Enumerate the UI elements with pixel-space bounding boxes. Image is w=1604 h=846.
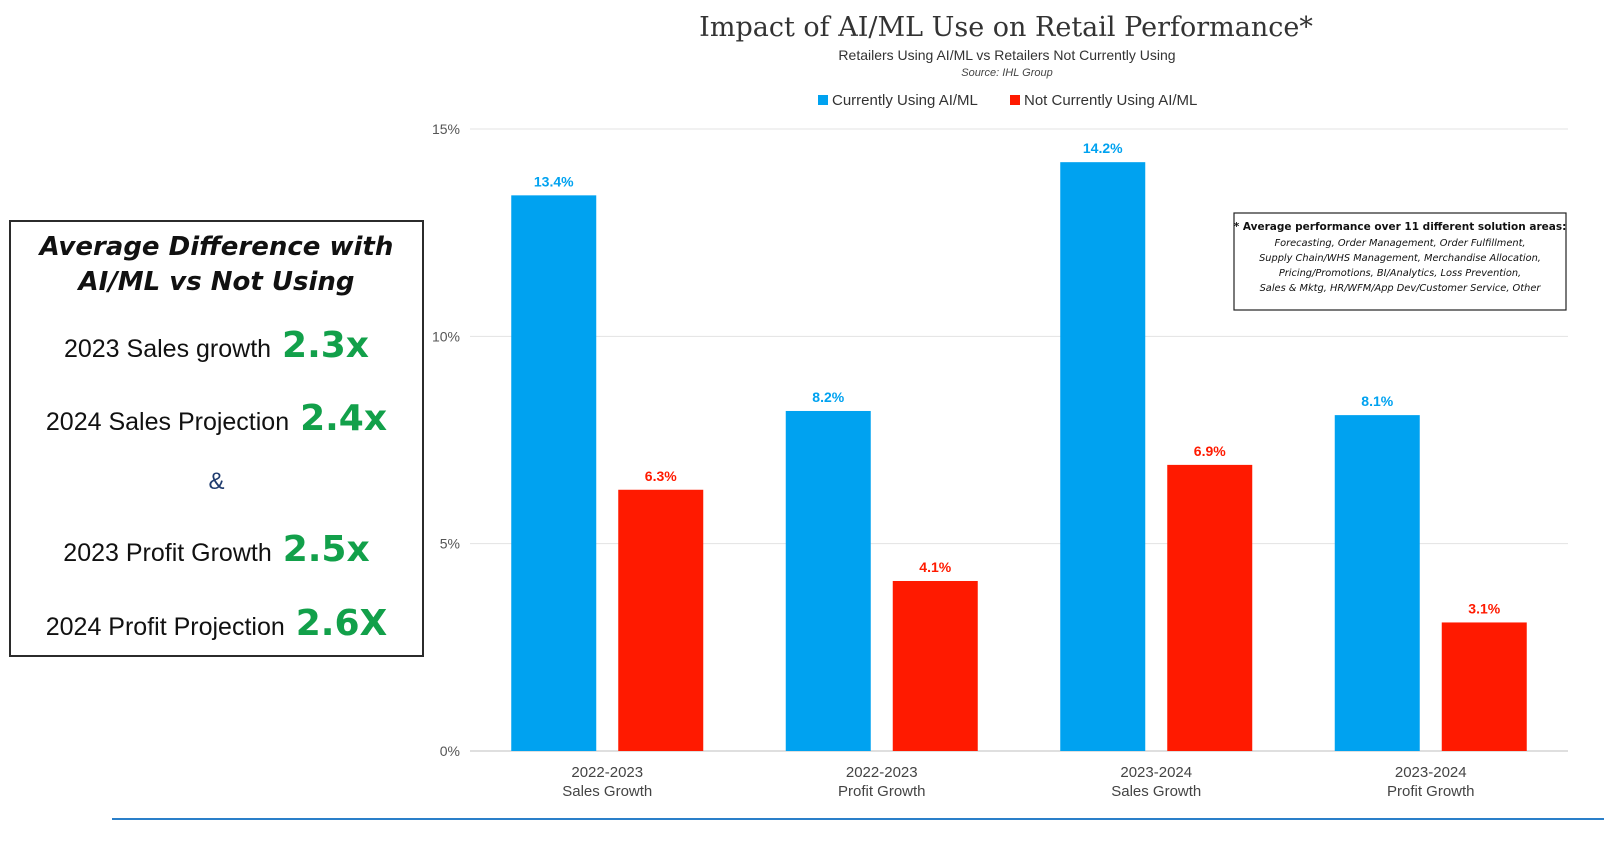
summary-item-label: 2024 Profit Projection xyxy=(45,613,285,641)
summary-ampersand: & xyxy=(208,468,225,495)
summary-box: Average Difference with AI/ML vs Not Usi… xyxy=(9,220,424,657)
bar-value-label: 6.9% xyxy=(1194,443,1226,459)
footnote-line: Sales & Mktg, HR/WFM/App Dev/Customer Se… xyxy=(1260,283,1542,294)
legend-swatch-not-using xyxy=(1010,95,1020,105)
footnote-line: Pricing/Promotions, BI/Analytics, Loss P… xyxy=(1279,268,1521,279)
y-axis-ticks: 0% 5% 10% 15% xyxy=(432,121,460,759)
y-tick-label: 5% xyxy=(440,536,460,552)
summary-item-label: 2023 Profit Growth xyxy=(63,539,272,567)
summary-item-sales-2024: 2024 Sales Projection 2.4x xyxy=(11,398,422,439)
x-tick-label: Sales Growth xyxy=(562,783,652,800)
x-tick-label: Profit Growth xyxy=(838,783,926,800)
summary-item-profit-2023: 2023 Profit Growth 2.5x xyxy=(11,529,422,570)
bottom-rule xyxy=(112,818,1604,820)
bar-not-using xyxy=(1441,622,1527,751)
chart-title: Impact of AI/ML Use on Retail Performanc… xyxy=(699,12,1313,43)
x-tick-label: Sales Growth xyxy=(1111,783,1201,800)
legend-label-not-using: Not Currently Using AI/ML xyxy=(1024,92,1197,109)
footnote-line: Supply Chain/WHS Management, Merchandise… xyxy=(1259,253,1541,264)
legend-swatch-using xyxy=(818,95,828,105)
footnote-line: Forecasting, Order Management, Order Ful… xyxy=(1274,238,1525,249)
chart-subtitle: Retailers Using AI/ML vs Retailers Not C… xyxy=(838,47,1175,63)
bar-value-label: 8.2% xyxy=(812,389,844,405)
y-tick-label: 15% xyxy=(432,121,460,137)
y-tick-label: 0% xyxy=(440,743,460,759)
bar-value-label: 3.1% xyxy=(1468,600,1500,616)
footnote-heading: * Average performance over 11 different … xyxy=(1234,221,1567,233)
footnote-border xyxy=(1233,212,1567,311)
summary-heading-line1: Average Difference with xyxy=(39,232,394,262)
summary-heading: Average Difference with AI/ML vs Not Usi… xyxy=(11,230,422,300)
summary-item-multiplier: 2.5x xyxy=(282,529,370,570)
summary-item-label: 2024 Sales Projection xyxy=(45,408,290,436)
bar-not-using xyxy=(1167,464,1253,751)
summary-item-sales-2023: 2023 Sales growth 2.3x xyxy=(11,325,422,366)
x-tick-label: 2023-2024 xyxy=(1120,764,1192,781)
bar-value-label: 13.4% xyxy=(534,173,574,189)
bar-using xyxy=(511,195,597,751)
bar-not-using xyxy=(892,580,978,751)
bars: 13.4% 6.3% 8.2% 4.1% 14.2% 6.9% 8.1% 3.1% xyxy=(511,140,1527,751)
legend-label-using: Currently Using AI/ML xyxy=(832,92,978,109)
bar-using xyxy=(785,410,871,751)
bar-using xyxy=(1060,162,1146,751)
footnote-box: * Average performance over 11 different … xyxy=(1233,212,1567,311)
summary-item-label: 2023 Sales growth xyxy=(63,335,272,363)
summary-item-profit-2024: 2024 Profit Projection 2.6X xyxy=(11,603,422,644)
bar-value-label: 4.1% xyxy=(919,559,951,575)
bar-value-label: 6.3% xyxy=(645,468,677,484)
summary-item-multiplier: 2.6X xyxy=(295,603,388,644)
summary-item-multiplier: 2.3x xyxy=(282,325,370,366)
y-tick-label: 10% xyxy=(432,328,460,344)
bar-value-label: 14.2% xyxy=(1083,140,1123,156)
x-tick-label: 2023-2024 xyxy=(1395,764,1467,781)
x-tick-label: 2022-2023 xyxy=(846,764,918,781)
bar-using xyxy=(1334,415,1420,751)
x-tick-label: Profit Growth xyxy=(1387,783,1475,800)
bar-not-using xyxy=(618,489,704,751)
x-tick-label: 2022-2023 xyxy=(571,764,643,781)
summary-heading-line2: AI/ML vs Not Using xyxy=(78,267,355,297)
x-axis-labels: 2022-2023 Sales Growth 2022-2023 Profit Gro… xyxy=(562,764,1474,800)
summary-item-multiplier: 2.4x xyxy=(300,398,388,439)
bar-value-label: 8.1% xyxy=(1361,393,1393,409)
chart-source: Source: IHL Group xyxy=(961,67,1053,79)
